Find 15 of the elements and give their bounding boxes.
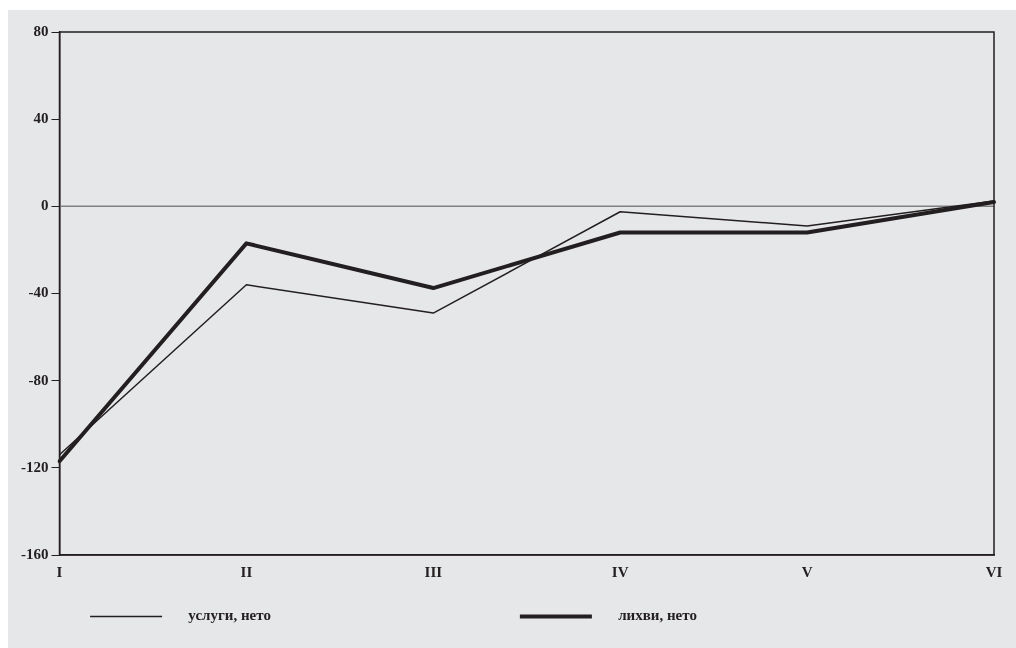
x-tick-label: I <box>56 563 63 580</box>
y-tick-label: 40 <box>33 110 49 127</box>
y-tick-label: 80 <box>33 22 49 39</box>
y-tick-label: -80 <box>28 371 49 388</box>
x-tick-label: VI <box>985 563 1003 580</box>
x-tick-label: V <box>801 563 813 580</box>
y-tick-label: -120 <box>21 458 49 475</box>
y-tick-label: 0 <box>41 197 49 214</box>
legend-label: лихви, нето <box>599 607 922 624</box>
y-tick-label: -160 <box>21 545 49 562</box>
y-tick-label: -40 <box>28 284 49 301</box>
x-tick-label: IV <box>611 563 629 580</box>
legend-label: услуги, нето <box>169 607 496 624</box>
x-tick-label: III <box>424 563 443 580</box>
x-tick-label: II <box>240 563 253 580</box>
